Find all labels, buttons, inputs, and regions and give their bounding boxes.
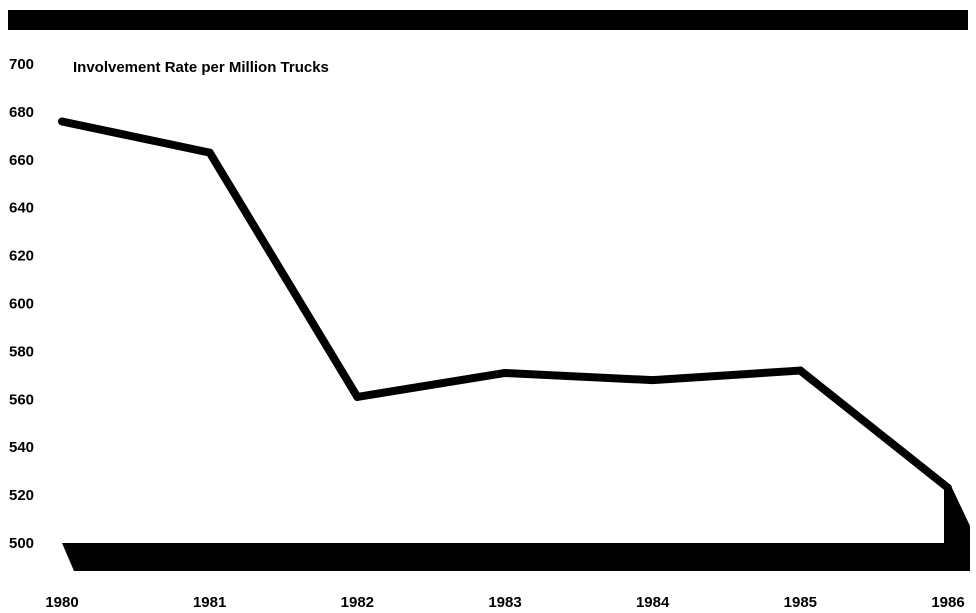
- y-tick-label: 580: [9, 343, 34, 360]
- y-tick-label: 620: [9, 248, 34, 265]
- x-tick-label: 1984: [636, 594, 670, 611]
- chart-title: Involvement Rate per Million Trucks: [73, 59, 329, 76]
- x-tick-label: 1983: [488, 594, 521, 611]
- y-tick-label: 600: [9, 296, 34, 313]
- data-point: [353, 392, 362, 401]
- series-line: [61, 117, 951, 492]
- series-line-group: [58, 117, 970, 571]
- y-tick-label: 700: [9, 56, 34, 73]
- data-point: [205, 148, 214, 157]
- y-tick-label: 660: [9, 152, 34, 169]
- x-axis-ticks: 1980 1981 1982 1983 1984 1985 1986: [45, 594, 964, 611]
- x-tick-label: 1986: [931, 594, 964, 611]
- data-point: [648, 376, 657, 385]
- y-tick-label: 560: [9, 391, 34, 408]
- baseline-band: [62, 543, 948, 571]
- y-axis-ticks: 700 680 660 640 620 600 580 560 540 520 500: [9, 56, 34, 552]
- data-point: [944, 483, 952, 492]
- x-tick-label: 1982: [341, 594, 374, 611]
- y-tick-label: 540: [9, 439, 34, 456]
- y-tick-label: 680: [9, 104, 34, 121]
- x-tick-label: 1980: [45, 594, 78, 611]
- data-point: [58, 117, 66, 126]
- y-tick-label: 520: [9, 487, 34, 504]
- series-end-drop: [944, 487, 970, 571]
- data-point: [796, 366, 805, 375]
- y-tick-label: 500: [9, 535, 34, 552]
- y-tick-label: 640: [9, 200, 34, 217]
- top-bar: [8, 10, 968, 30]
- data-point: [501, 368, 509, 377]
- x-tick-label: 1981: [193, 594, 226, 611]
- x-tick-label: 1985: [784, 594, 817, 611]
